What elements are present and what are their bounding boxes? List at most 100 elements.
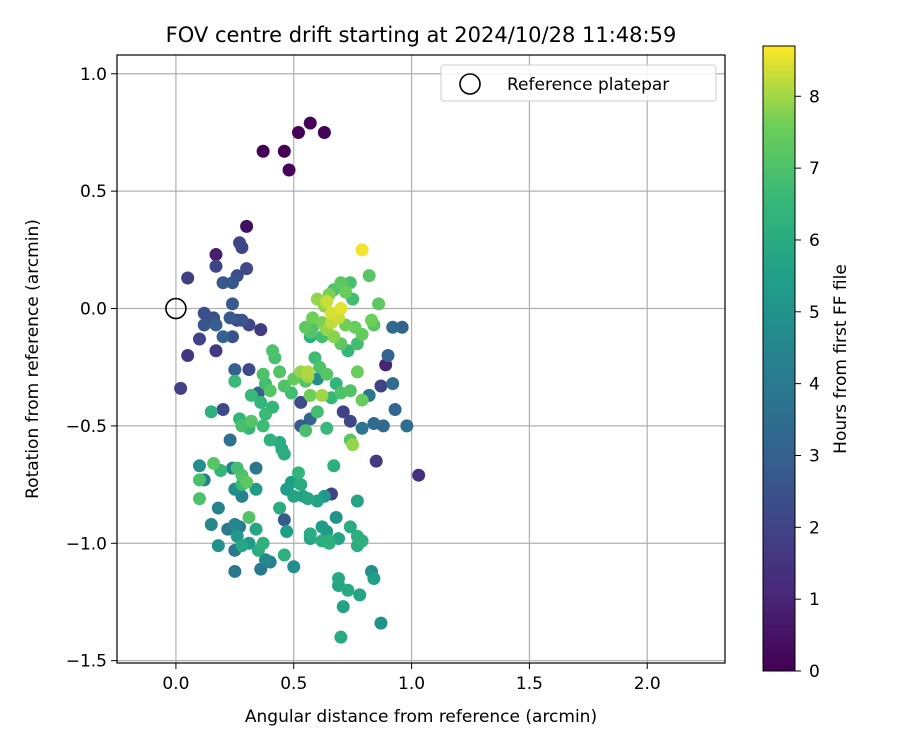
scatter-point <box>386 377 400 391</box>
x-axis-label: Angular distance from reference (arcmin) <box>245 707 597 727</box>
reference-marker <box>165 297 187 320</box>
scatter-point <box>207 456 221 470</box>
scatter-point <box>273 501 287 515</box>
scatter-point <box>334 630 348 644</box>
scatter-point <box>367 571 381 585</box>
x-axis-ticks: 0.0 0.5 1.0 1.5 2.0 <box>162 663 661 694</box>
scatter-point <box>287 489 301 503</box>
scatter-point <box>280 525 294 539</box>
scatter-point <box>355 534 369 548</box>
scatter-point <box>263 433 277 447</box>
colorbar-ticks: 0 1 2 3 4 5 6 7 8 <box>795 87 820 682</box>
scatter-point <box>343 384 357 398</box>
scatter-point <box>291 466 305 480</box>
scatter-point <box>400 419 414 433</box>
scatter-point <box>327 459 341 473</box>
scatter-point <box>343 414 357 428</box>
scatter-point <box>242 363 256 377</box>
scatter-point <box>353 588 367 602</box>
scatter-point <box>372 297 386 311</box>
legend-label: Reference platepar <box>507 75 669 95</box>
y-tick-label: 0.5 <box>80 182 107 202</box>
scatter-point <box>287 560 301 574</box>
scatter-point <box>301 365 315 379</box>
scatter-point <box>277 548 291 562</box>
scatter-point <box>315 388 329 402</box>
scatter-point <box>228 374 242 388</box>
legend: Reference platepar <box>440 64 717 102</box>
scatter-point <box>244 388 258 402</box>
x-tick-label: 0.0 <box>162 674 189 694</box>
scatter-point <box>223 311 237 325</box>
scatter-point <box>192 473 206 487</box>
scatter-point <box>240 475 254 489</box>
scatter-point <box>277 447 291 461</box>
colorbar-gradient <box>762 45 796 672</box>
scatter-point <box>346 438 360 452</box>
scatter-point <box>256 419 270 433</box>
colorbar: 0 1 2 3 4 5 6 7 8 Hours from first FF file <box>762 45 851 682</box>
scatter-point <box>204 517 218 531</box>
scatter-point <box>388 402 402 416</box>
scatter-point <box>223 433 237 447</box>
scatter-point <box>282 163 296 177</box>
scatter-point <box>320 294 334 308</box>
scatter-point <box>320 367 334 381</box>
scatter-point <box>216 330 230 344</box>
scatter-point <box>350 494 364 508</box>
x-tick-label: 1.0 <box>398 674 425 694</box>
scatter-point <box>225 330 239 344</box>
scatter-point <box>412 468 426 482</box>
scatter-point <box>174 381 188 395</box>
scatter-point <box>216 402 230 416</box>
scatter-point <box>228 517 242 531</box>
scatter-point <box>355 243 369 257</box>
scatter-point <box>249 522 263 536</box>
scatter-point <box>299 424 313 438</box>
colorbar-tick-label: 0 <box>809 662 820 682</box>
scatter-point <box>256 144 270 158</box>
scatter-point <box>343 520 357 534</box>
scatter-point <box>277 144 291 158</box>
scatter-point <box>254 395 268 409</box>
scatter-point <box>336 405 350 419</box>
scatter-point <box>225 276 239 290</box>
scatter-point <box>299 320 313 334</box>
y-tick-label: −1.5 <box>66 652 107 672</box>
legend-marker-icon <box>459 73 481 95</box>
scatter-point <box>374 616 388 630</box>
scatter-point <box>320 421 334 435</box>
scatter-point <box>336 600 350 614</box>
scatter-point <box>339 285 353 299</box>
scatter-point <box>216 276 230 290</box>
colorbar-tick-label: 5 <box>809 303 820 323</box>
scatter-point <box>181 271 195 285</box>
x-tick-label: 2.0 <box>634 674 661 694</box>
scatter-point <box>228 363 242 377</box>
scatter-point <box>204 405 218 419</box>
scatter-point <box>334 302 348 316</box>
y-tick-label: −1.0 <box>66 534 107 554</box>
scatter-point <box>209 344 223 358</box>
y-tick-label: 1.0 <box>80 65 107 85</box>
data-points <box>174 116 426 644</box>
scatter-point <box>211 539 225 553</box>
colorbar-tick-label: 2 <box>809 518 820 538</box>
scatter-point <box>386 320 400 334</box>
scatter-point <box>322 536 336 550</box>
x-tick-label: 0.5 <box>280 674 307 694</box>
scatter-point <box>266 344 280 358</box>
scatter-point <box>235 539 249 553</box>
scatter-point <box>365 313 379 327</box>
scatter-point <box>192 332 206 346</box>
scatter-point <box>209 259 223 273</box>
scatter-point <box>332 571 346 585</box>
scatter-point <box>395 320 409 334</box>
scatter-point <box>240 219 254 233</box>
scatter-point <box>209 318 223 332</box>
y-tick-label: −0.5 <box>66 417 107 437</box>
plot-frame <box>116 54 726 664</box>
colorbar-tick-label: 1 <box>809 590 820 610</box>
scatter-point <box>350 365 364 379</box>
